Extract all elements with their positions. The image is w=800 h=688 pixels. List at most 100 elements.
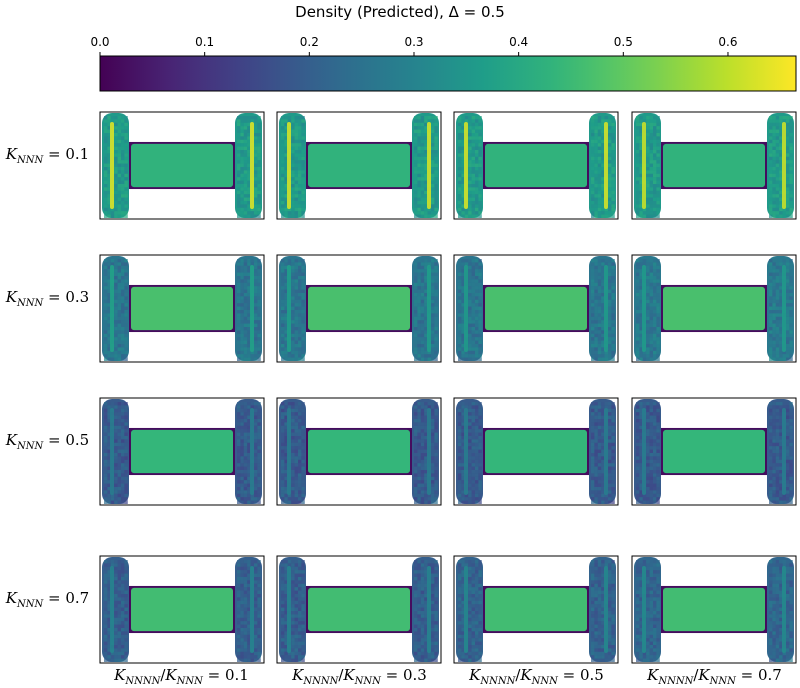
lead-density-cell	[420, 313, 425, 317]
lead-density-cell	[461, 350, 465, 355]
lead-density-cell	[604, 493, 608, 498]
lead-density-cell	[458, 293, 462, 297]
lead-density-cell	[434, 456, 438, 460]
lead-density-cell	[594, 419, 598, 423]
lead-density-cell	[597, 299, 602, 304]
lead-density-cell	[594, 320, 598, 324]
lead-density-cell	[591, 330, 595, 334]
lead-density-cell	[414, 173, 418, 178]
lead-density-cell	[431, 293, 435, 297]
lead-density-cell	[431, 449, 435, 453]
lead-density-cell	[247, 432, 251, 436]
lead-density-cell	[104, 337, 108, 341]
lead-density-cell	[608, 350, 612, 355]
lead-density-cell	[247, 313, 251, 317]
lead-density-cell	[611, 299, 615, 304]
lead-density-cell	[611, 453, 615, 457]
lead-density-cell	[608, 167, 612, 171]
lead-density-cell	[414, 432, 418, 436]
lead-density-cell	[281, 412, 285, 416]
lead-density-cell	[417, 184, 421, 188]
lead-density-cell	[237, 453, 241, 457]
lead-density-cell	[247, 493, 251, 498]
lead-density-cell	[281, 211, 285, 215]
lead-density-cell	[601, 422, 605, 426]
lead-density-cell	[471, 466, 475, 470]
lead-density-cell	[237, 173, 241, 178]
lead-density-cell	[656, 350, 660, 355]
lead-density-cell	[117, 272, 121, 276]
lead-density-cell	[769, 163, 773, 167]
lead-density-cell	[639, 293, 643, 297]
lead-density-cell	[424, 344, 428, 348]
lead-density-cell	[646, 204, 650, 208]
lead-density-cell	[414, 116, 418, 120]
lead-density-cell	[424, 299, 428, 304]
lead-density-cell	[656, 456, 660, 460]
lead-density-cell	[117, 194, 121, 198]
lead-density-cell	[471, 153, 475, 157]
lead-density-cell	[107, 153, 111, 157]
lead-density-cell	[107, 299, 111, 304]
lead-density-cell	[104, 269, 108, 273]
lead-density-cell	[642, 262, 647, 266]
lead-density-cell	[471, 170, 475, 174]
lead-density-cell	[591, 419, 595, 423]
lead-density-cell	[464, 493, 469, 498]
lead-density-cell	[298, 340, 302, 344]
lead-density-cell	[608, 259, 612, 263]
lead-density-cell	[461, 136, 465, 140]
lead-density-cell	[124, 357, 128, 361]
lead-density-cell	[254, 139, 258, 144]
lead-density-cell	[281, 306, 285, 310]
lead-density-cell	[649, 276, 653, 280]
lead-density-cell	[597, 487, 602, 491]
lead-density-cell	[475, 337, 479, 341]
lead-density-cell	[653, 347, 657, 351]
lead-density-cell	[653, 453, 657, 457]
lead-density-cell	[291, 429, 295, 433]
lead-density-cell	[591, 299, 595, 304]
lead-density-cell	[608, 272, 612, 276]
lead-density-cell	[656, 483, 660, 487]
lead-density-cell	[414, 187, 418, 191]
lead-density-cell	[649, 500, 653, 504]
lead-density-cell	[420, 190, 425, 195]
lead-density-cell	[104, 425, 108, 430]
lead-density-cell	[301, 337, 305, 341]
lead-density-cell	[478, 272, 482, 276]
lead-density-cell	[417, 357, 421, 361]
lead-density-cell	[254, 197, 258, 201]
lead-density-cell	[636, 425, 640, 430]
lead-density-cell	[257, 167, 261, 171]
lead-density-cell	[475, 446, 479, 450]
lead-density-cell	[124, 293, 128, 297]
lead-density-cell	[281, 316, 285, 321]
lead-density-cell	[114, 286, 118, 290]
lead-density-cell	[237, 160, 241, 164]
lead-density-cell	[121, 306, 125, 310]
lead-density-cell	[420, 330, 425, 334]
lead-density-cell	[779, 156, 783, 161]
lead-density-cell	[772, 279, 776, 283]
lead-density-cell	[636, 340, 640, 344]
lead-density-cell	[594, 483, 598, 487]
lead-density-cell	[417, 116, 421, 120]
lead-density-cell	[789, 150, 793, 154]
lead-density-cell	[597, 286, 602, 290]
lead-density-cell	[779, 259, 783, 263]
lead-density-cell	[772, 163, 776, 167]
lead-density-cell	[597, 143, 602, 147]
lead-density-cell	[104, 201, 108, 205]
lead-density-cell	[434, 293, 438, 297]
lead-density-cell	[298, 470, 302, 474]
lead-density-cell	[471, 177, 475, 181]
lead-density-cell	[597, 466, 602, 470]
lead-density-cell	[653, 272, 657, 276]
lead-density-cell	[779, 211, 783, 215]
lead-density-cell	[254, 432, 258, 436]
lead-density-cell	[653, 153, 657, 157]
lead-density-cell	[642, 207, 647, 212]
lead-density-cell	[434, 139, 438, 144]
lead-density-cell	[424, 480, 428, 484]
